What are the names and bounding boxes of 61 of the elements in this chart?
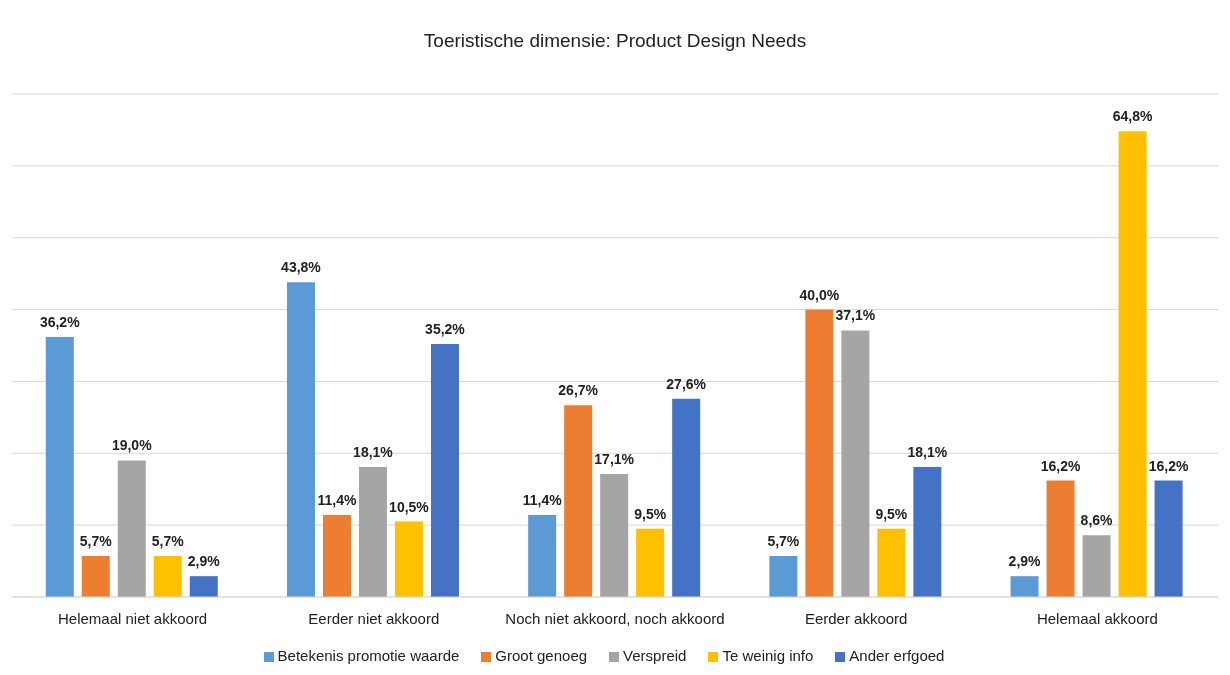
bar [117, 460, 146, 597]
bar [528, 515, 557, 597]
data-label: 5,7% [767, 533, 800, 550]
data-label: 9,5% [634, 505, 667, 522]
bar [672, 398, 701, 597]
data-label: 26,7% [558, 382, 599, 399]
bar [805, 309, 834, 597]
bar [877, 528, 906, 597]
data-label: 11,4% [317, 492, 357, 509]
data-label: 27,6% [666, 375, 707, 392]
bar [564, 405, 593, 597]
bar [81, 556, 110, 597]
data-label: 36,2% [39, 313, 81, 330]
x-tick-label: Eerder niet akkoord [308, 609, 440, 627]
bar [189, 576, 218, 597]
data-label: 9,5% [875, 505, 908, 522]
bar [1154, 480, 1183, 597]
legend-label: Betekenis promotie waarde [277, 647, 460, 664]
data-label: 18,1% [907, 443, 948, 460]
bar [358, 466, 387, 597]
data-label: 8,6% [1080, 512, 1114, 529]
x-tick-label: Noch niet akkoord, noch akkoord [505, 609, 725, 627]
bar [430, 344, 459, 597]
bar [45, 336, 74, 597]
legend-label: Verspreid [623, 647, 687, 664]
data-label: 5,7% [79, 533, 113, 550]
bar [600, 474, 629, 597]
bar [394, 521, 423, 597]
data-label: 2,9% [187, 553, 221, 570]
bar [153, 556, 182, 597]
x-tick-label: Helemaal niet akkoord [57, 609, 208, 627]
bar [769, 556, 798, 597]
data-label: 64,8% [1112, 108, 1153, 125]
data-label: 11,4% [522, 492, 563, 509]
data-label: 37,1% [835, 307, 876, 324]
bar [1046, 480, 1075, 597]
bar [1118, 131, 1147, 597]
bar [841, 330, 870, 597]
data-label: 16,2% [1040, 457, 1081, 474]
legend-label: Groot genoeg [495, 647, 588, 664]
data-label: 10,5% [389, 498, 430, 515]
data-label: 18,1% [353, 443, 394, 460]
data-label: 17,1% [594, 451, 635, 468]
data-label: 43,8% [281, 259, 322, 276]
legend-label: Ander erfgoed [849, 647, 945, 664]
x-tick-label: Helemaal akkoord [1036, 609, 1158, 627]
data-label: 5,7% [151, 533, 185, 550]
data-label: 19,0% [111, 437, 153, 454]
chart-title: Toeristische dimensie: Product Design Needs [422, 29, 808, 53]
data-label: 2,9% [1008, 553, 1042, 570]
bar [1010, 576, 1039, 597]
bar [636, 528, 665, 597]
data-label: 40,0% [799, 286, 840, 303]
data-label: 16,2% [1148, 457, 1189, 474]
bar [1082, 535, 1111, 597]
data-label: 35,2% [425, 321, 466, 338]
legend-label: Te weinig info [722, 647, 814, 664]
bar [322, 515, 351, 597]
bar [913, 466, 942, 597]
x-tick-label: Eerder akkoord [804, 609, 908, 627]
bar [286, 282, 315, 597]
